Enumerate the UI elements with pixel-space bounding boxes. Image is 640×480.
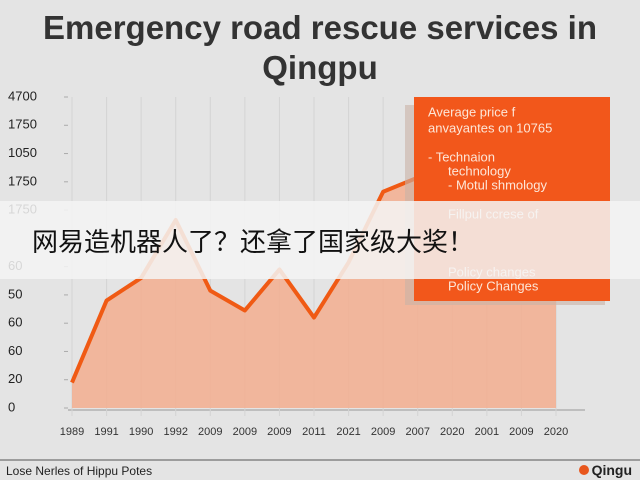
x-tick-label: 1991: [94, 426, 118, 438]
footer-text: Lose Nerles of Hippu Potes: [6, 464, 153, 478]
y-tick-label: 4700: [8, 88, 37, 103]
annotation-text: - Motul shmology: [448, 177, 547, 192]
footer-brand: Qingu: [578, 462, 632, 478]
y-tick-label: 1050: [8, 145, 37, 160]
x-tick-label: 2009: [267, 426, 291, 438]
brand-name: Qingu: [591, 462, 632, 478]
x-tick-label: 2020: [544, 426, 568, 438]
x-tick-label: 2007: [405, 426, 429, 438]
x-tick-label: 2009: [371, 426, 395, 438]
annotation-text: anvayantes on 10765: [428, 120, 552, 135]
y-tick-label: 50: [8, 286, 22, 301]
annotation-text: technology: [448, 163, 511, 178]
y-tick-label: 1750: [8, 117, 37, 132]
x-tick-label: 2021: [336, 426, 360, 438]
x-tick-label: 1990: [129, 426, 153, 438]
x-tick-label: 1989: [60, 426, 84, 438]
annotation-text: - Technaion: [428, 149, 495, 164]
x-tick-label: 2009: [509, 426, 533, 438]
caption-banner: 网易造机器人了？还拿了国家级大奖！: [0, 201, 640, 279]
y-tick-label: 0: [8, 399, 15, 414]
y-tick-label: 1750: [8, 173, 37, 188]
x-tick-label: 2009: [233, 426, 257, 438]
x-tick-label: 2001: [475, 426, 499, 438]
x-tick-label: 2009: [198, 426, 222, 438]
y-tick-label: 20: [8, 371, 22, 386]
x-tick-label: 2020: [440, 426, 464, 438]
chart-title: Emergency road rescue services in Qingpu: [43, 9, 597, 86]
annotation-text: Average price f: [428, 104, 516, 119]
annotation-text: Policy Changes: [448, 278, 539, 293]
y-tick-label: 60: [8, 343, 22, 358]
x-tick-label: 1992: [163, 426, 187, 438]
x-tick-label: 2011: [302, 426, 326, 438]
brand-icon: [578, 465, 589, 475]
y-tick-label: 60: [8, 315, 22, 330]
